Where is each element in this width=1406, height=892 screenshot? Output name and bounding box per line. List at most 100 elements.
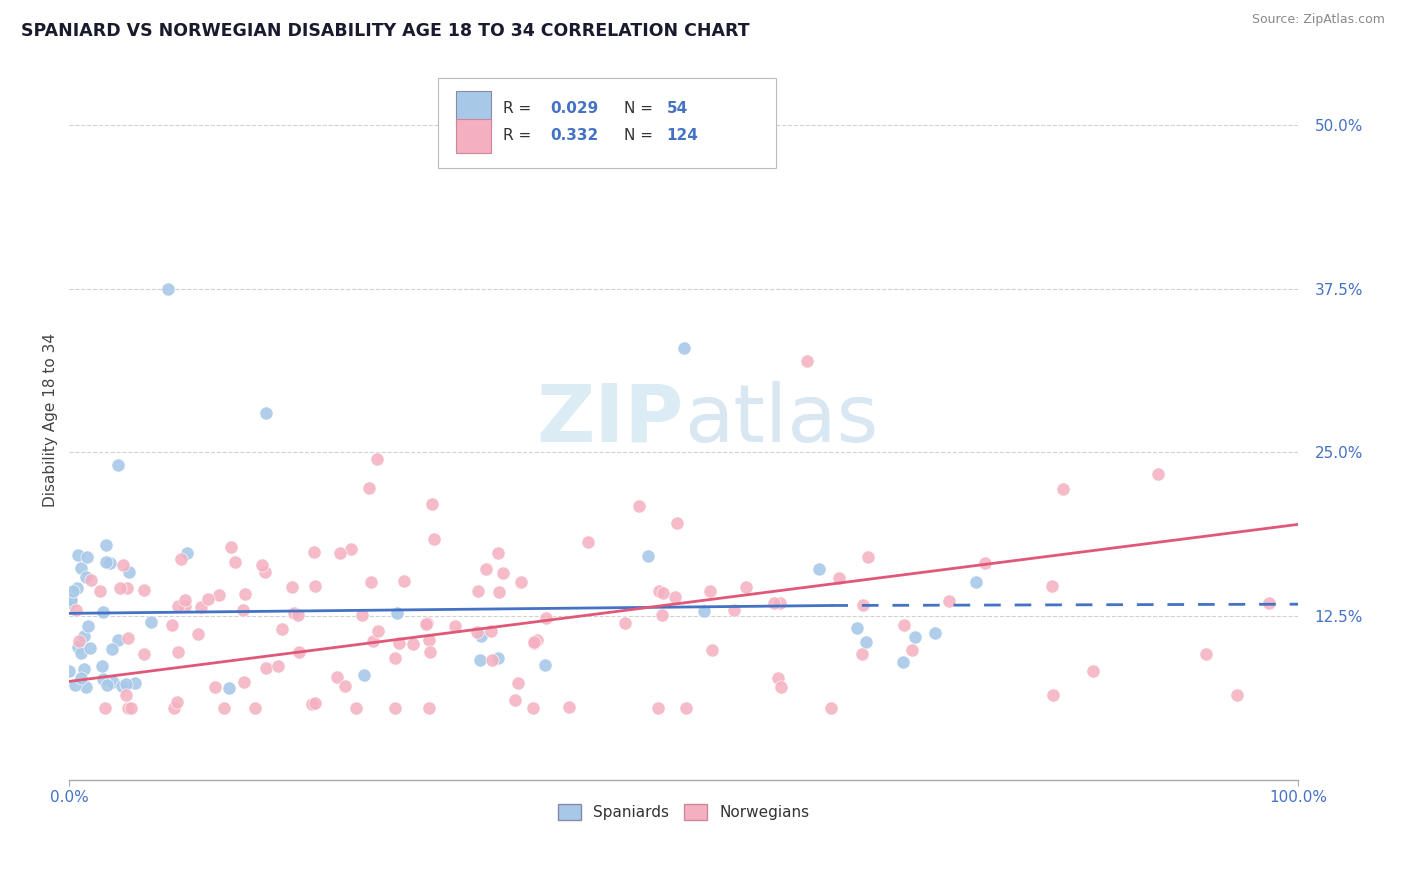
Point <box>769 596 792 610</box>
FancyBboxPatch shape <box>439 78 776 168</box>
Point <box>59 593 82 607</box>
Text: 54: 54 <box>666 101 688 116</box>
Point <box>91 672 114 686</box>
Point <box>735 580 758 594</box>
Point <box>1226 688 1249 702</box>
Point <box>366 451 388 466</box>
Point <box>851 647 873 661</box>
Point <box>693 604 716 618</box>
Point <box>325 670 347 684</box>
Point <box>796 353 818 368</box>
Text: SPANIARD VS NORWEGIAN DISABILITY AGE 18 TO 34 CORRELATION CHART: SPANIARD VS NORWEGIAN DISABILITY AGE 18 … <box>21 22 749 40</box>
Point <box>115 676 138 690</box>
Point <box>63 677 86 691</box>
Point <box>763 595 786 609</box>
Point <box>212 700 235 714</box>
Point <box>204 681 226 695</box>
Point <box>174 593 197 607</box>
Point <box>534 611 557 625</box>
Point <box>254 660 277 674</box>
Point <box>699 584 721 599</box>
Y-axis label: Disability Age 18 to 34: Disability Age 18 to 34 <box>44 333 58 507</box>
Text: R =: R = <box>503 128 536 144</box>
Point <box>132 648 155 662</box>
Bar <box>457 91 491 126</box>
Point <box>807 562 830 576</box>
Point <box>115 688 138 702</box>
Point <box>1052 482 1074 496</box>
Point <box>67 640 90 655</box>
Point <box>486 546 509 560</box>
Point <box>65 581 87 595</box>
Point <box>481 653 503 667</box>
Point <box>526 633 548 648</box>
Point <box>384 700 406 714</box>
Point <box>250 558 273 572</box>
Point <box>488 584 510 599</box>
Point <box>665 516 688 530</box>
Point <box>176 545 198 559</box>
Text: ZIP: ZIP <box>537 381 683 458</box>
Point <box>503 693 526 707</box>
Point <box>339 542 361 557</box>
Point <box>75 570 97 584</box>
Point <box>1083 664 1105 678</box>
Point <box>69 634 91 648</box>
Point <box>672 341 695 355</box>
Point <box>283 606 305 620</box>
Point <box>702 643 724 657</box>
Text: Source: ZipAtlas.com: Source: ZipAtlas.com <box>1251 13 1385 27</box>
Text: 0.332: 0.332 <box>550 128 598 144</box>
Point <box>467 584 489 599</box>
Text: 0.029: 0.029 <box>550 101 598 116</box>
Point <box>94 538 117 552</box>
Point <box>891 655 914 669</box>
Point <box>766 671 789 685</box>
Text: N =: N = <box>624 101 658 116</box>
Point <box>73 662 96 676</box>
Point <box>65 603 87 617</box>
Point <box>93 700 115 714</box>
Point <box>361 633 384 648</box>
Point <box>107 633 129 648</box>
Point <box>1257 596 1279 610</box>
Point <box>353 668 375 682</box>
Text: N =: N = <box>624 128 658 144</box>
Point <box>120 700 142 714</box>
Point <box>271 622 294 636</box>
Point <box>486 651 509 665</box>
Point <box>62 584 84 599</box>
Point <box>647 584 669 599</box>
Point <box>974 556 997 570</box>
Point <box>893 618 915 632</box>
Point <box>76 549 98 564</box>
Text: atlas: atlas <box>683 381 879 458</box>
Point <box>344 700 367 714</box>
Point <box>1147 467 1170 482</box>
Point <box>855 635 877 649</box>
Point <box>384 651 406 665</box>
Point <box>233 587 256 601</box>
Point <box>89 583 111 598</box>
Point <box>166 599 188 614</box>
Point <box>329 546 352 560</box>
Point <box>470 629 492 643</box>
Point <box>492 566 515 580</box>
Point <box>359 482 381 496</box>
Point <box>124 676 146 690</box>
Point <box>190 600 212 615</box>
Point <box>304 579 326 593</box>
Point <box>132 583 155 598</box>
Point <box>576 535 599 549</box>
Point <box>1042 688 1064 702</box>
Point <box>651 586 673 600</box>
Point <box>96 678 118 692</box>
Point <box>232 602 254 616</box>
Point <box>108 581 131 595</box>
Point <box>965 574 987 589</box>
Point <box>167 645 190 659</box>
Point <box>479 624 502 638</box>
Point <box>651 607 673 622</box>
Point <box>637 549 659 563</box>
Point <box>415 616 437 631</box>
